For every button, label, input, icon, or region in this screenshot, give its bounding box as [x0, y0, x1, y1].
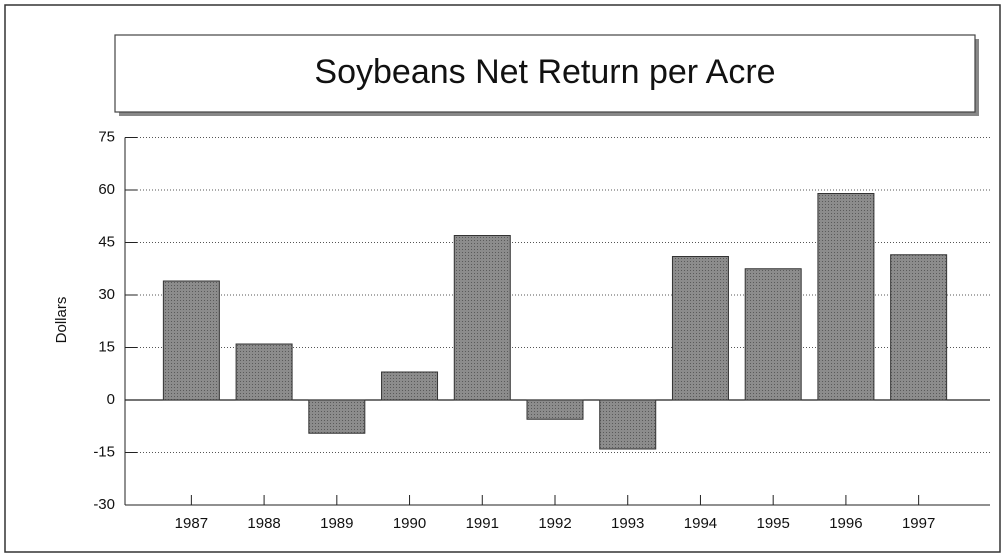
bar	[744, 268, 802, 401]
bar	[162, 280, 220, 401]
x-tick-label: 1994	[684, 515, 717, 532]
y-axis-label: Dollars	[53, 297, 70, 344]
x-tick-label: 1993	[611, 515, 644, 532]
bar	[817, 193, 875, 401]
x-tick-label: 1997	[902, 515, 935, 532]
x-tick-label: 1996	[829, 515, 862, 532]
y-tick-label: 30	[98, 286, 115, 303]
x-tick-label: 1987	[175, 515, 208, 532]
y-tick-label: -15	[93, 443, 115, 460]
y-tick-label: 15	[98, 338, 115, 355]
x-tick-label: 1995	[756, 515, 789, 532]
bar	[235, 343, 293, 401]
bar	[308, 399, 366, 434]
bar	[526, 399, 584, 420]
x-tick-label: 1992	[538, 515, 571, 532]
bar	[671, 256, 729, 401]
bar	[890, 254, 948, 401]
y-tick-label: 0	[107, 391, 115, 408]
y-tick-label: -30	[93, 496, 115, 513]
bar	[453, 235, 511, 401]
x-tick-label: 1988	[247, 515, 280, 532]
y-tick-label: 45	[98, 233, 115, 250]
title-box	[114, 34, 976, 113]
chart-title: Soybeans Net Return per Acre	[314, 53, 775, 91]
x-tick-label: 1991	[466, 515, 499, 532]
bar	[381, 371, 439, 401]
bar	[599, 399, 657, 450]
y-tick-label: 60	[98, 181, 115, 198]
x-tick-label: 1990	[393, 515, 426, 532]
y-tick-label: 75	[98, 128, 115, 145]
x-tick-label: 1989	[320, 515, 353, 532]
